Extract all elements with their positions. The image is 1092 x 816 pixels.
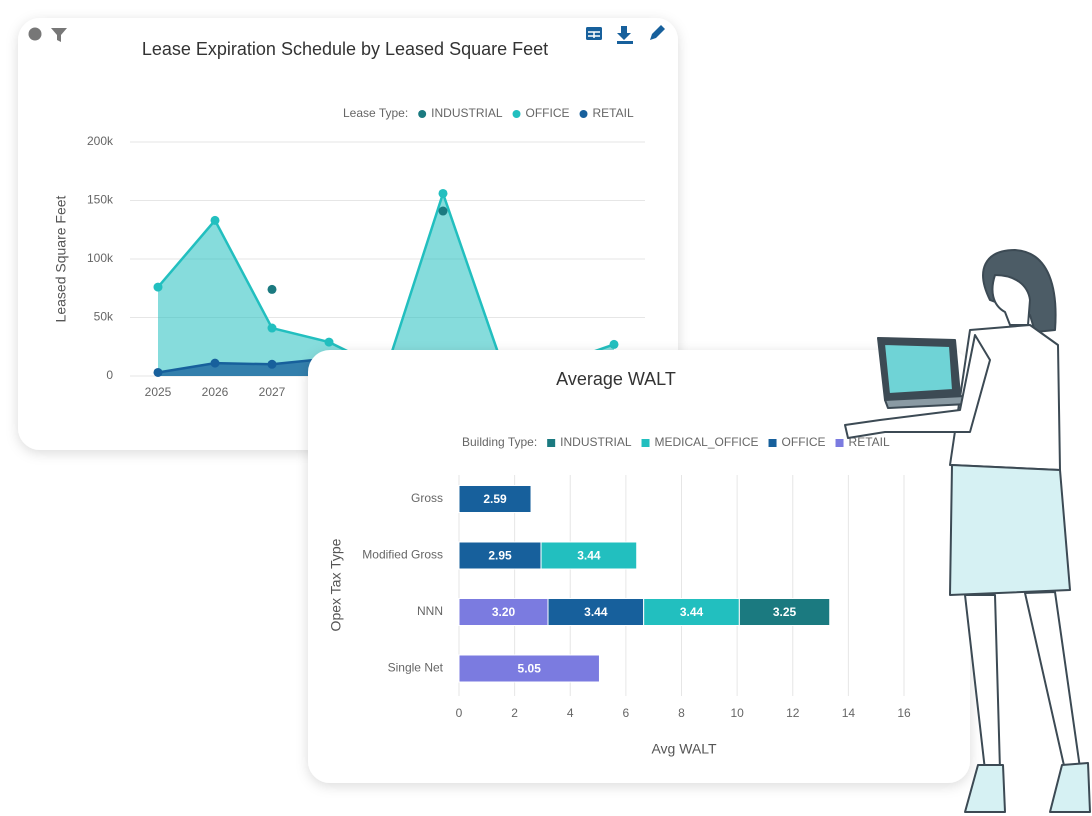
lease-card: Lease Expiration Schedule by Leased Squa… bbox=[18, 18, 678, 450]
chart-title: Lease Expiration Schedule by Leased Squa… bbox=[142, 39, 548, 59]
legend-swatch bbox=[418, 110, 427, 118]
card-background bbox=[308, 350, 970, 783]
data-point bbox=[267, 284, 277, 294]
chart-title: Average WALT bbox=[556, 369, 676, 389]
data-point bbox=[609, 339, 619, 349]
plot: 0 2 4 6 8 10 12 14 16 Gross 2.59 Modified Gross 2.95… bbox=[362, 435, 911, 720]
legend-title: Lease Type: bbox=[343, 106, 408, 120]
data-point bbox=[153, 367, 163, 377]
info-icon[interactable] bbox=[28, 27, 42, 41]
walt-card: Average WALT Avg WALT Opex Tax Type 0 2 4 6… bbox=[308, 350, 970, 783]
bar-label: 3.20 bbox=[492, 605, 516, 619]
y-tick-label: 0 bbox=[106, 368, 113, 382]
x-tick-label: 0 bbox=[456, 706, 463, 720]
x-tick-label: 14 bbox=[842, 706, 856, 720]
data-point bbox=[210, 215, 220, 225]
bar-label: 2.95 bbox=[488, 549, 512, 563]
x-tick-label: 16 bbox=[897, 706, 911, 720]
bar-segment bbox=[540, 541, 638, 570]
y-axis-title: Leased Square Feet bbox=[53, 195, 69, 322]
data-point bbox=[438, 206, 448, 216]
y-tick-label: NNN bbox=[417, 604, 443, 618]
bar-label: 3.25 bbox=[773, 605, 797, 619]
bar-label: 2.59 bbox=[483, 492, 507, 506]
data-point bbox=[324, 337, 334, 347]
bar-segment bbox=[458, 654, 600, 683]
x-tick-label: 6 bbox=[623, 706, 630, 720]
download-icon[interactable] bbox=[617, 26, 633, 44]
x-tick-label: 10 bbox=[730, 706, 744, 720]
data-point bbox=[267, 359, 277, 369]
y-tick-label: Modified Gross bbox=[362, 548, 443, 562]
bar-segment bbox=[738, 598, 831, 626]
legend-label: INDUSTRIAL bbox=[560, 435, 632, 449]
data-point bbox=[438, 188, 448, 198]
x-tick-label: 2 bbox=[511, 706, 518, 720]
legend-label: RETAIL bbox=[849, 435, 890, 449]
data-point bbox=[210, 358, 220, 368]
y-tick-label: Gross bbox=[411, 491, 443, 505]
table-icon[interactable] bbox=[586, 27, 602, 40]
legend-label: MEDICAL_OFFICE bbox=[655, 435, 759, 449]
person-illustration bbox=[844, 249, 1091, 813]
x-tick-label: 12 bbox=[786, 706, 800, 720]
data-point bbox=[267, 323, 277, 333]
legend-title: Building Type: bbox=[462, 435, 537, 449]
y-tick-label: 150k bbox=[87, 193, 114, 207]
legend-swatch bbox=[641, 439, 650, 447]
legend-label: OFFICE bbox=[782, 435, 826, 449]
data-point bbox=[153, 282, 163, 292]
legend-swatch bbox=[579, 110, 588, 118]
bar-segment bbox=[643, 598, 740, 626]
y-tick-label: 200k bbox=[87, 134, 114, 148]
bar-label: 3.44 bbox=[577, 549, 601, 563]
x-tick-label: 8 bbox=[678, 706, 685, 720]
bar-label: 5.05 bbox=[518, 662, 542, 676]
legend-label: RETAIL bbox=[593, 106, 634, 120]
x-tick-label: 2027 bbox=[259, 385, 286, 399]
bar-label: 3.44 bbox=[584, 605, 608, 619]
y-tick-label: 100k bbox=[87, 251, 114, 265]
bar-label: 3.44 bbox=[680, 605, 704, 619]
legend-swatch bbox=[768, 439, 777, 447]
x-axis-title: Avg WALT bbox=[651, 741, 717, 757]
x-tick-label: 2025 bbox=[145, 385, 172, 399]
y-tick-label: 50k bbox=[94, 310, 114, 324]
legend-label: INDUSTRIAL bbox=[431, 106, 503, 120]
legend-swatch bbox=[835, 439, 844, 447]
legend-swatch bbox=[512, 110, 521, 118]
x-tick-label: 2026 bbox=[202, 385, 229, 399]
bar-segment bbox=[458, 485, 532, 513]
x-tick-label: 4 bbox=[567, 706, 574, 720]
legend-swatch bbox=[547, 439, 556, 447]
y-tick-label: Single Net bbox=[388, 661, 444, 675]
legend-label: OFFICE bbox=[526, 106, 570, 120]
filter-icon[interactable] bbox=[51, 28, 67, 42]
edit-icon[interactable] bbox=[650, 25, 665, 40]
y-axis-title: Opex Tax Type bbox=[328, 538, 344, 631]
